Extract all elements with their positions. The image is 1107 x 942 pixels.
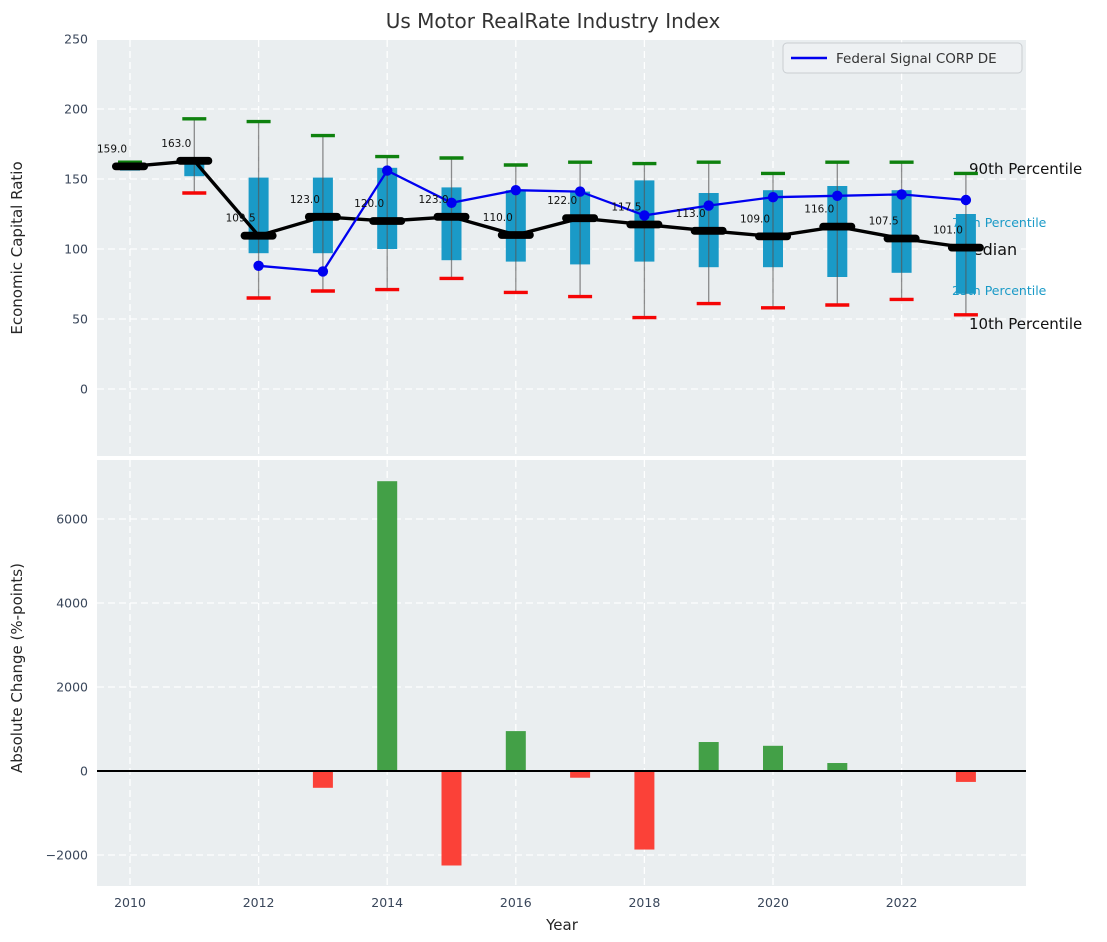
bar-2019: [698, 742, 719, 771]
company-dot-2017: [574, 186, 586, 197]
bar-2016: [505, 731, 526, 771]
bar-2014: [377, 481, 398, 771]
ytick-bottom-2000: 2000: [56, 680, 88, 695]
ytick-bottom-6000: 6000: [56, 512, 88, 527]
company-line: [258, 169, 966, 273]
y-axis-label-top: Economic Capital Ratio: [8, 161, 26, 334]
bottom-plot-area: [97, 460, 1026, 886]
company-dot-2021: [832, 190, 843, 201]
bar-2023: [955, 771, 976, 782]
company-dot-2023: [960, 194, 972, 206]
company-dot-2020: [767, 192, 779, 203]
company-dot-2018: [639, 210, 650, 221]
median-value-label-2013: 123.0: [290, 194, 320, 206]
ytick-top-250: 250: [64, 32, 88, 47]
median-dash-2022: [883, 234, 920, 243]
ytick-bottom--2000: −2000: [46, 848, 88, 863]
bar-2020: [763, 745, 783, 771]
median-dash-2016: [497, 231, 534, 239]
ytick-top-0: 0: [80, 382, 88, 397]
median-dash-2023: [947, 243, 984, 252]
bar-2018: [634, 771, 655, 850]
legend-box: [782, 42, 1023, 74]
xtick-2016: 2016: [500, 895, 532, 910]
annotation-10th-percentile: 10th Percentile: [969, 315, 1082, 333]
xtick-2012: 2012: [243, 895, 275, 910]
page-title: Us Motor RealRate Industry Index: [386, 9, 721, 33]
xtick-2022: 2022: [886, 895, 918, 910]
xtick-2010: 2010: [114, 895, 146, 910]
median-dash-2015: [433, 212, 470, 221]
median-value-label-2023: 101.0: [933, 225, 963, 237]
company-dot-2014: [382, 165, 393, 176]
y-axis-label-bottom: Absolute Change (%-points): [8, 563, 26, 773]
company-dot-2022: [896, 189, 907, 200]
median-value-label-2011: 163.0: [161, 138, 191, 150]
median-value-label-2022: 107.5: [869, 216, 899, 228]
company-dot-2016: [510, 185, 521, 196]
company-dot-2019: [703, 200, 714, 211]
median-value-label-2016: 110.0: [483, 212, 513, 224]
company-dot-2015: [446, 197, 457, 208]
median-value-label-2019: 113.0: [676, 208, 706, 220]
company-dot-2012: [253, 260, 264, 271]
ytick-top-200: 200: [64, 102, 88, 117]
top-plot-area: [97, 40, 1026, 456]
xtick-2020: 2020: [757, 895, 789, 910]
median-dash-2012: [240, 231, 277, 240]
median-value-label-2017: 122.0: [547, 195, 577, 207]
median-value-label-2015: 123.0: [418, 194, 448, 206]
median-value-label-2020: 109.0: [740, 213, 770, 225]
xtick-2018: 2018: [628, 895, 660, 910]
xtick-2014: 2014: [371, 895, 403, 910]
median-value-label-2010: 159.0: [97, 143, 127, 155]
annotation-90th-percentile: 90th Percentile: [969, 160, 1082, 178]
median-dash-2020: [755, 232, 791, 241]
bar-2017: [570, 771, 591, 778]
median-dash-2021: [819, 222, 856, 231]
ytick-top-100: 100: [64, 242, 88, 257]
median-value-label-2021: 116.0: [804, 204, 834, 216]
legend-label: Federal Signal CORP DE: [836, 51, 997, 67]
median-dash-2017: [562, 214, 599, 223]
legend: Federal Signal CORP DE: [782, 42, 1023, 74]
median-value-label-2014: 120.0: [354, 198, 384, 210]
bar-2015: [441, 771, 462, 866]
bottom-chart-series-layer: [97, 481, 1026, 866]
median-dash-2010: [112, 162, 148, 171]
annotation-layer: Us Motor RealRate Industry Index Economi…: [8, 9, 1082, 934]
ytick-bottom-4000: 4000: [56, 596, 88, 611]
company-dot-2013: [317, 266, 329, 277]
median-dash-2011: [176, 156, 213, 165]
median-value-label-2012: 109.5: [226, 213, 256, 225]
median-value-label-2018: 117.5: [611, 202, 641, 214]
median-dash-2019: [690, 226, 727, 235]
median-dash-2018: [626, 220, 663, 229]
x-axis-label: Year: [545, 916, 579, 934]
ytick-bottom-0: 0: [80, 764, 88, 779]
median-dash-2013: [304, 212, 341, 221]
background-layer: 0 50 100 150 200 250 −2000 0 2000 4000 6000 2010 201…: [46, 32, 1026, 910]
ytick-top-150: 150: [64, 172, 88, 187]
top-chart-series-layer: 159.0 163.0 109.5 123.0 120.0 123.0 110.0 122.0…: [97, 117, 984, 320]
bar-2013: [312, 771, 333, 788]
bar-2021: [827, 763, 848, 771]
median-dash-2014: [369, 217, 406, 225]
ytick-top-50: 50: [72, 312, 88, 327]
